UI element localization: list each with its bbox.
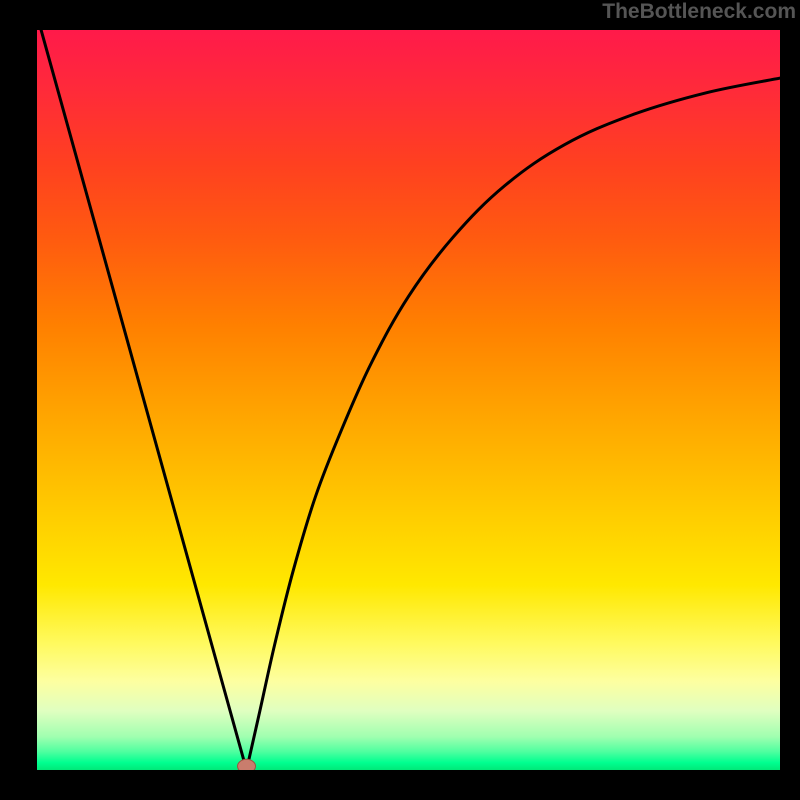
- minimum-marker: [238, 759, 256, 770]
- bottleneck-curve: [37, 30, 780, 770]
- chart-container: TheBottleneck.com: [0, 0, 800, 800]
- watermark-text: TheBottleneck.com: [602, 0, 796, 24]
- plot-area: [37, 30, 780, 770]
- curve-layer: [37, 30, 780, 770]
